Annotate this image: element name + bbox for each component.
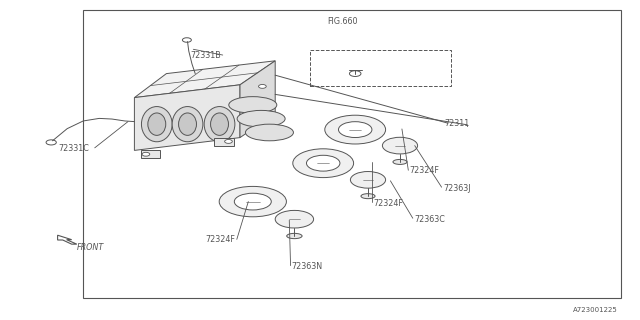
Ellipse shape bbox=[275, 211, 314, 228]
Text: 72363J: 72363J bbox=[443, 184, 470, 193]
Ellipse shape bbox=[246, 124, 294, 141]
Circle shape bbox=[349, 71, 361, 76]
Circle shape bbox=[142, 152, 150, 156]
Polygon shape bbox=[141, 150, 160, 158]
Text: 72324F: 72324F bbox=[205, 236, 236, 244]
Ellipse shape bbox=[293, 149, 353, 178]
Text: 72324F: 72324F bbox=[374, 199, 404, 208]
Ellipse shape bbox=[172, 107, 203, 142]
Ellipse shape bbox=[307, 155, 340, 171]
Ellipse shape bbox=[179, 113, 196, 135]
Bar bbox=[310, 50, 451, 86]
Circle shape bbox=[46, 140, 56, 145]
Text: A723001225: A723001225 bbox=[573, 307, 618, 313]
Ellipse shape bbox=[219, 186, 287, 217]
Circle shape bbox=[225, 140, 232, 143]
Polygon shape bbox=[240, 61, 275, 138]
Text: 72331B: 72331B bbox=[190, 51, 221, 60]
Polygon shape bbox=[214, 138, 234, 146]
Circle shape bbox=[182, 38, 191, 42]
Ellipse shape bbox=[287, 233, 302, 239]
Ellipse shape bbox=[237, 110, 285, 127]
Ellipse shape bbox=[148, 113, 166, 135]
Ellipse shape bbox=[325, 115, 385, 144]
Ellipse shape bbox=[234, 193, 271, 210]
Text: 72363C: 72363C bbox=[414, 215, 445, 224]
Ellipse shape bbox=[351, 172, 385, 188]
Ellipse shape bbox=[339, 122, 372, 138]
Ellipse shape bbox=[141, 107, 172, 142]
Text: 72311: 72311 bbox=[445, 119, 470, 128]
Ellipse shape bbox=[229, 97, 277, 113]
Ellipse shape bbox=[383, 137, 418, 154]
Polygon shape bbox=[58, 235, 77, 244]
Text: 72363N: 72363N bbox=[291, 262, 323, 271]
Ellipse shape bbox=[204, 107, 235, 142]
Ellipse shape bbox=[361, 194, 375, 199]
Ellipse shape bbox=[211, 113, 228, 135]
Text: 72324F: 72324F bbox=[410, 166, 440, 175]
Text: 72331C: 72331C bbox=[59, 144, 90, 153]
Ellipse shape bbox=[393, 159, 407, 164]
Text: FRONT: FRONT bbox=[77, 244, 104, 252]
Bar bbox=[83, 10, 621, 298]
Polygon shape bbox=[134, 85, 240, 150]
Text: FIG.660: FIG.660 bbox=[327, 17, 358, 26]
Circle shape bbox=[259, 84, 266, 88]
Polygon shape bbox=[134, 61, 275, 98]
